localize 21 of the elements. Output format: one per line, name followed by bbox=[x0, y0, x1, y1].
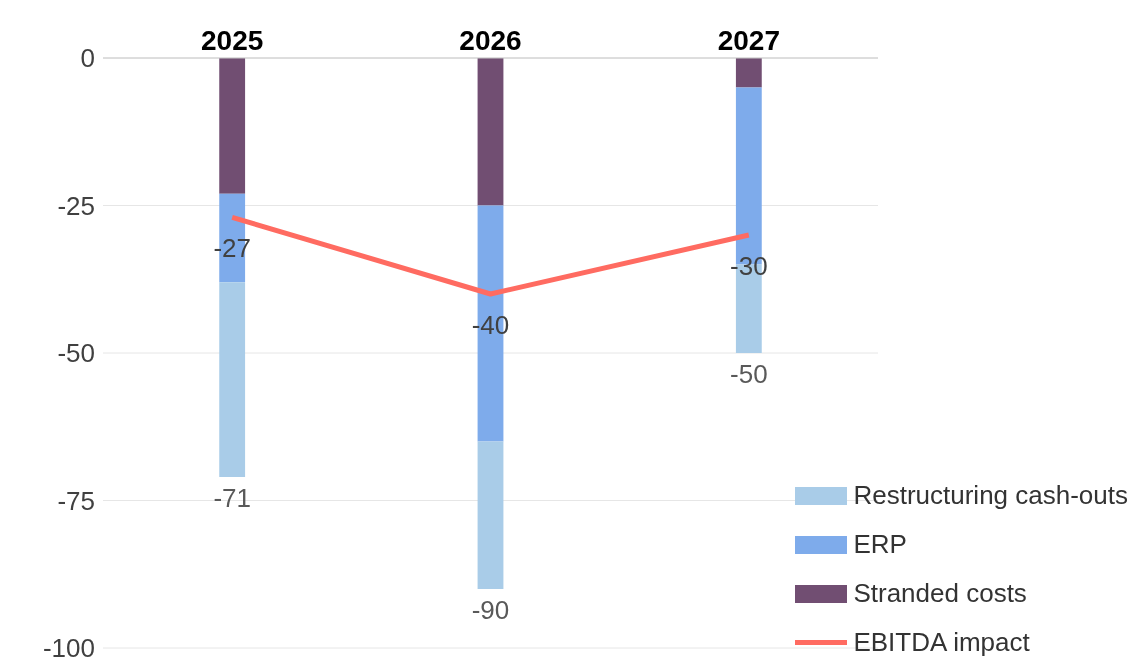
y-tick-label: -25 bbox=[57, 190, 95, 221]
bar bbox=[219, 58, 246, 194]
bar bbox=[477, 441, 504, 589]
data-label: -30 bbox=[730, 251, 768, 281]
legend-label: Restructuring cash-outs bbox=[853, 480, 1128, 511]
y-tick-label: -100 bbox=[42, 633, 95, 663]
y-tick-label: -75 bbox=[57, 485, 95, 516]
legend-label: ERP bbox=[853, 529, 907, 560]
bar bbox=[477, 58, 504, 206]
y-tick-label: 0 bbox=[80, 43, 95, 74]
bar bbox=[219, 282, 246, 477]
bar bbox=[735, 58, 762, 88]
legend-label: EBITDA impact bbox=[853, 627, 1030, 658]
total-label: -71 bbox=[213, 482, 251, 513]
total-label: -90 bbox=[471, 595, 510, 625]
legend-label: Stranded costs bbox=[853, 578, 1027, 609]
x-tick-label: 2025 bbox=[201, 25, 264, 56]
x-tick-label: 2026 bbox=[459, 25, 522, 56]
total-label: -50 bbox=[730, 359, 768, 389]
x-tick-label: 2027 bbox=[717, 25, 780, 56]
y-tick-label: -50 bbox=[57, 338, 95, 369]
